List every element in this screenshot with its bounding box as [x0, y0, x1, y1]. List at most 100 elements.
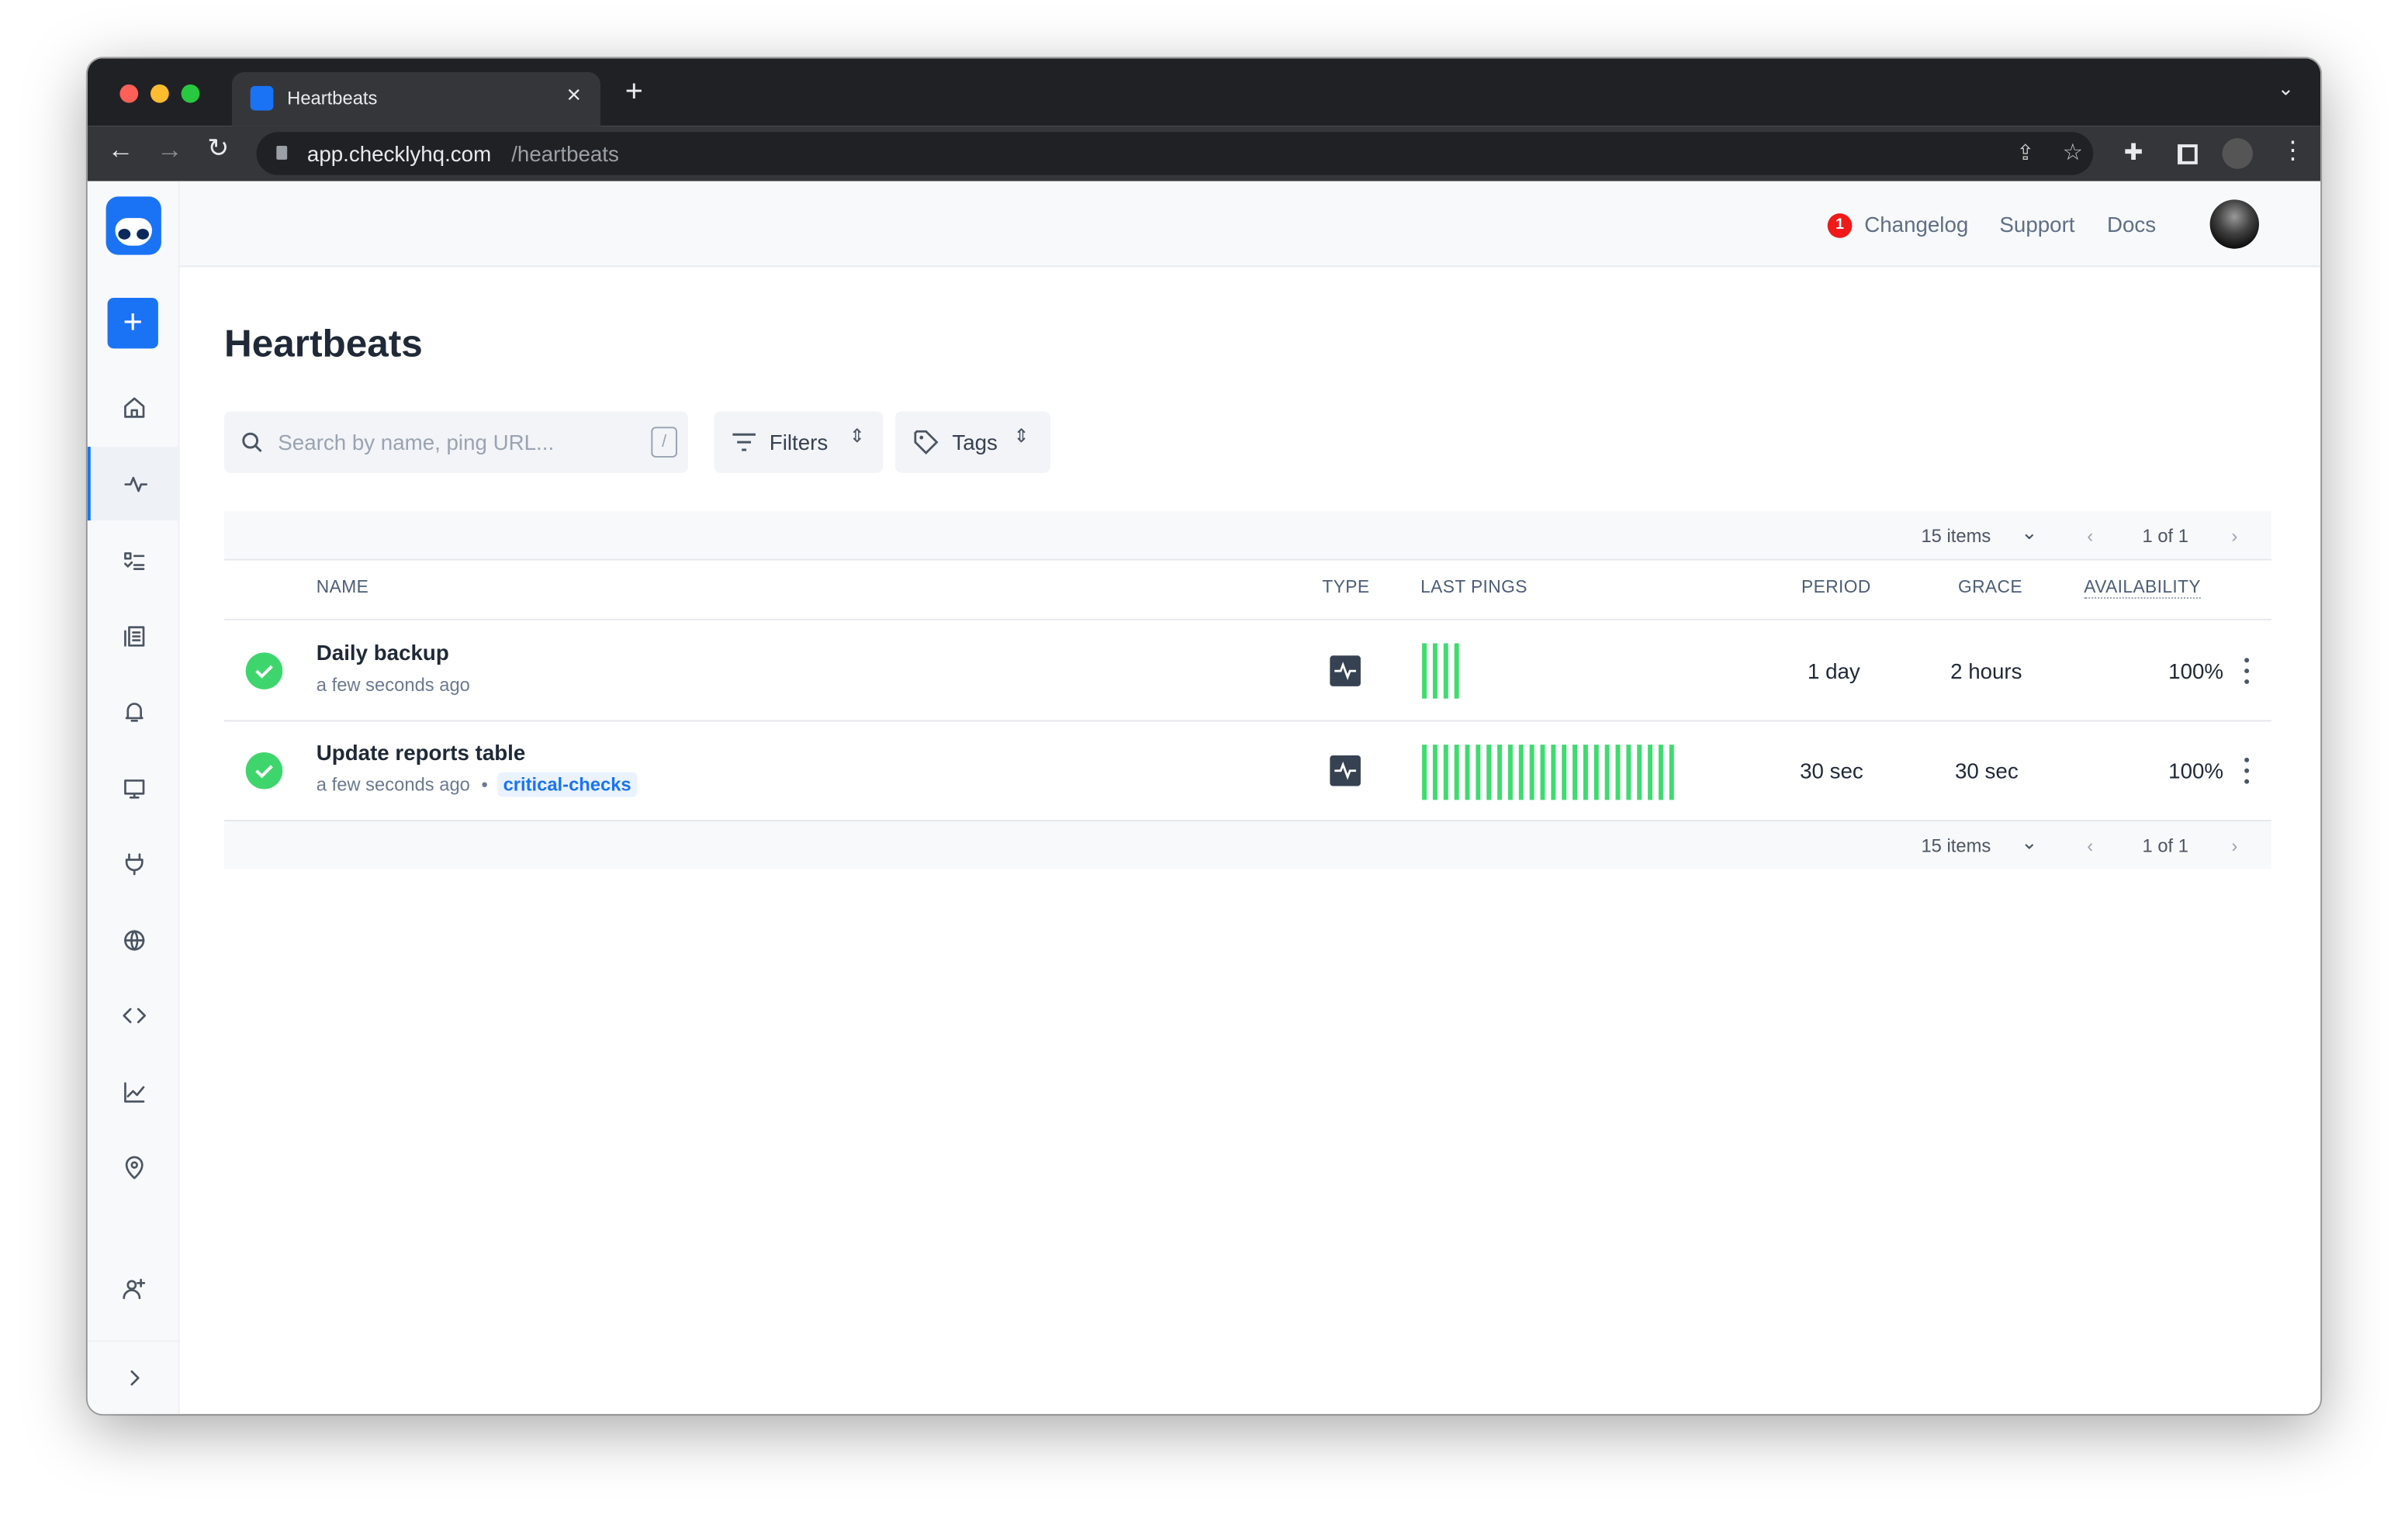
ping-bar[interactable]: [1540, 745, 1545, 800]
ping-bar[interactable]: [1562, 745, 1567, 800]
docs-link[interactable]: Docs: [2106, 212, 2157, 237]
menu-icon[interactable]: ⋮: [2280, 138, 2306, 164]
heartbeat-name[interactable]: Update reports table: [316, 740, 526, 765]
ping-bar[interactable]: [1551, 745, 1556, 800]
column-header-grace[interactable]: GRACE: [1957, 579, 2022, 598]
share-icon[interactable]: ⇪: [2016, 140, 2035, 164]
column-header-last-pings: LAST PINGS: [1420, 579, 1527, 598]
next-page-button[interactable]: ›: [2231, 835, 2238, 857]
sidebar-item-locations[interactable]: [88, 1130, 180, 1204]
availability-value: 100%: [2168, 658, 2224, 683]
sidepanel-icon[interactable]: [2178, 144, 2198, 164]
items-per-page-select[interactable]: 15 items: [1921, 835, 1991, 857]
sidebar-item-check-groups[interactable]: [88, 599, 180, 672]
tab-bar: Heartbeats × + ⌄: [87, 58, 2321, 126]
support-link[interactable]: Support: [1999, 212, 2075, 237]
sidebar-item-home[interactable]: [88, 370, 180, 444]
reload-icon[interactable]: ↻: [207, 133, 230, 163]
checklist-icon: [123, 551, 144, 569]
ping-bar[interactable]: [1583, 745, 1588, 800]
user-avatar[interactable]: [2209, 199, 2259, 249]
new-tab-button[interactable]: +: [624, 74, 643, 109]
row-actions-menu-icon[interactable]: [2239, 655, 2254, 686]
sidebar-item-maintenance[interactable]: [88, 826, 180, 900]
ping-bar[interactable]: [1454, 643, 1459, 699]
minimize-window-button[interactable]: [150, 84, 169, 103]
ping-bar[interactable]: [1572, 745, 1578, 800]
table-row[interactable]: Update reports table a few seconds ago •…: [224, 720, 2271, 820]
ping-bar[interactable]: [1476, 745, 1481, 800]
star-icon[interactable]: ☆: [2062, 140, 2084, 166]
chevron-down-icon[interactable]: ⌄: [2021, 520, 2038, 544]
ping-bar[interactable]: [1604, 745, 1610, 800]
column-header-name[interactable]: NAME: [316, 579, 369, 598]
ping-bar[interactable]: [1486, 745, 1492, 800]
ping-bar[interactable]: [1669, 745, 1674, 800]
ping-bar[interactable]: [1518, 745, 1524, 800]
sidebar-item-heartbeats[interactable]: [87, 447, 180, 521]
column-header-period[interactable]: PERIOD: [1801, 579, 1871, 598]
sidebar-item-reporting[interactable]: [88, 1055, 180, 1128]
browser-window: Heartbeats × + ⌄ ← → ↻ app.checklyhq.com…: [87, 58, 2321, 1415]
checkly-logo[interactable]: [106, 196, 161, 255]
ping-bar[interactable]: [1422, 643, 1427, 699]
add-button[interactable]: +: [107, 298, 158, 349]
ping-bar[interactable]: [1497, 745, 1503, 800]
maximize-window-button[interactable]: [181, 84, 200, 103]
row-actions-menu-icon[interactable]: [2239, 755, 2254, 786]
ping-bar[interactable]: [1443, 643, 1448, 699]
address-bar[interactable]: app.checklyhq.com /heartbeats ⇪ ☆: [256, 132, 2094, 175]
column-header-type: TYPE: [1322, 579, 1370, 598]
tags-label: Tags: [952, 430, 998, 454]
sidebar-item-invite-users[interactable]: [88, 1251, 180, 1325]
column-header-availability[interactable]: AVAILABILITY: [2084, 579, 2201, 600]
extensions-icon[interactable]: ✚: [2123, 140, 2143, 166]
sidebar-item-private-locations[interactable]: [88, 903, 180, 976]
tags-button[interactable]: Tags ⇕: [895, 411, 1051, 473]
availability-value: 100%: [2168, 758, 2224, 783]
sidebar-item-checks[interactable]: [88, 524, 180, 597]
heartbeat-name[interactable]: Daily backup: [316, 640, 449, 665]
close-tab-icon[interactable]: ×: [566, 82, 581, 109]
sidebar-item-api[interactable]: [88, 978, 180, 1052]
ping-bar[interactable]: [1422, 745, 1427, 800]
filters-button[interactable]: Filters ⇕: [714, 411, 884, 473]
chevron-down-icon[interactable]: ⌄: [2021, 830, 2038, 854]
last-ping-time: a few seconds ago: [316, 674, 470, 696]
ping-bar[interactable]: [1507, 745, 1513, 800]
ping-bar[interactable]: [1432, 643, 1438, 699]
ping-bar[interactable]: [1465, 745, 1470, 800]
sidebar-item-dashboards[interactable]: [88, 751, 180, 824]
tab-search-chevron-icon[interactable]: ⌄: [2277, 76, 2295, 100]
tab-heartbeats[interactable]: Heartbeats ×: [231, 72, 601, 126]
period-value: 1 day: [1807, 658, 1860, 683]
ping-bar[interactable]: [1443, 745, 1448, 800]
filter-icon: [732, 433, 756, 451]
ping-bar[interactable]: [1637, 745, 1642, 800]
list-box-icon: [123, 625, 144, 646]
tag-badge[interactable]: critical-checks: [496, 772, 638, 797]
profile-avatar[interactable]: [2222, 138, 2254, 169]
back-icon[interactable]: ←: [107, 135, 134, 164]
ping-bar[interactable]: [1615, 745, 1621, 800]
table-row[interactable]: Daily backup a few seconds ago 1 day 2 h…: [224, 618, 2271, 721]
close-window-button[interactable]: [119, 84, 139, 103]
ping-bar[interactable]: [1626, 745, 1631, 800]
sidebar-expand-button[interactable]: [87, 1340, 180, 1414]
ping-bar[interactable]: [1432, 745, 1438, 800]
sidebar-item-alerts[interactable]: [88, 674, 180, 748]
prev-page-button[interactable]: ‹: [2087, 835, 2094, 857]
ping-bar[interactable]: [1454, 745, 1459, 800]
items-per-page-select[interactable]: 15 items: [1921, 525, 1991, 547]
ping-bar[interactable]: [1529, 745, 1534, 800]
prev-page-button[interactable]: ‹: [2087, 525, 2094, 547]
next-page-button[interactable]: ›: [2231, 525, 2238, 547]
ping-bar[interactable]: [1593, 745, 1599, 800]
search-input[interactable]: Search by name, ping URL... /: [224, 411, 688, 473]
monitor-icon: [123, 779, 144, 798]
ping-bar[interactable]: [1648, 745, 1653, 800]
changelog-link[interactable]: Changelog: [1864, 212, 1969, 237]
tag-icon: [914, 430, 939, 454]
forward-icon[interactable]: →: [156, 135, 183, 164]
ping-bar[interactable]: [1658, 745, 1663, 800]
